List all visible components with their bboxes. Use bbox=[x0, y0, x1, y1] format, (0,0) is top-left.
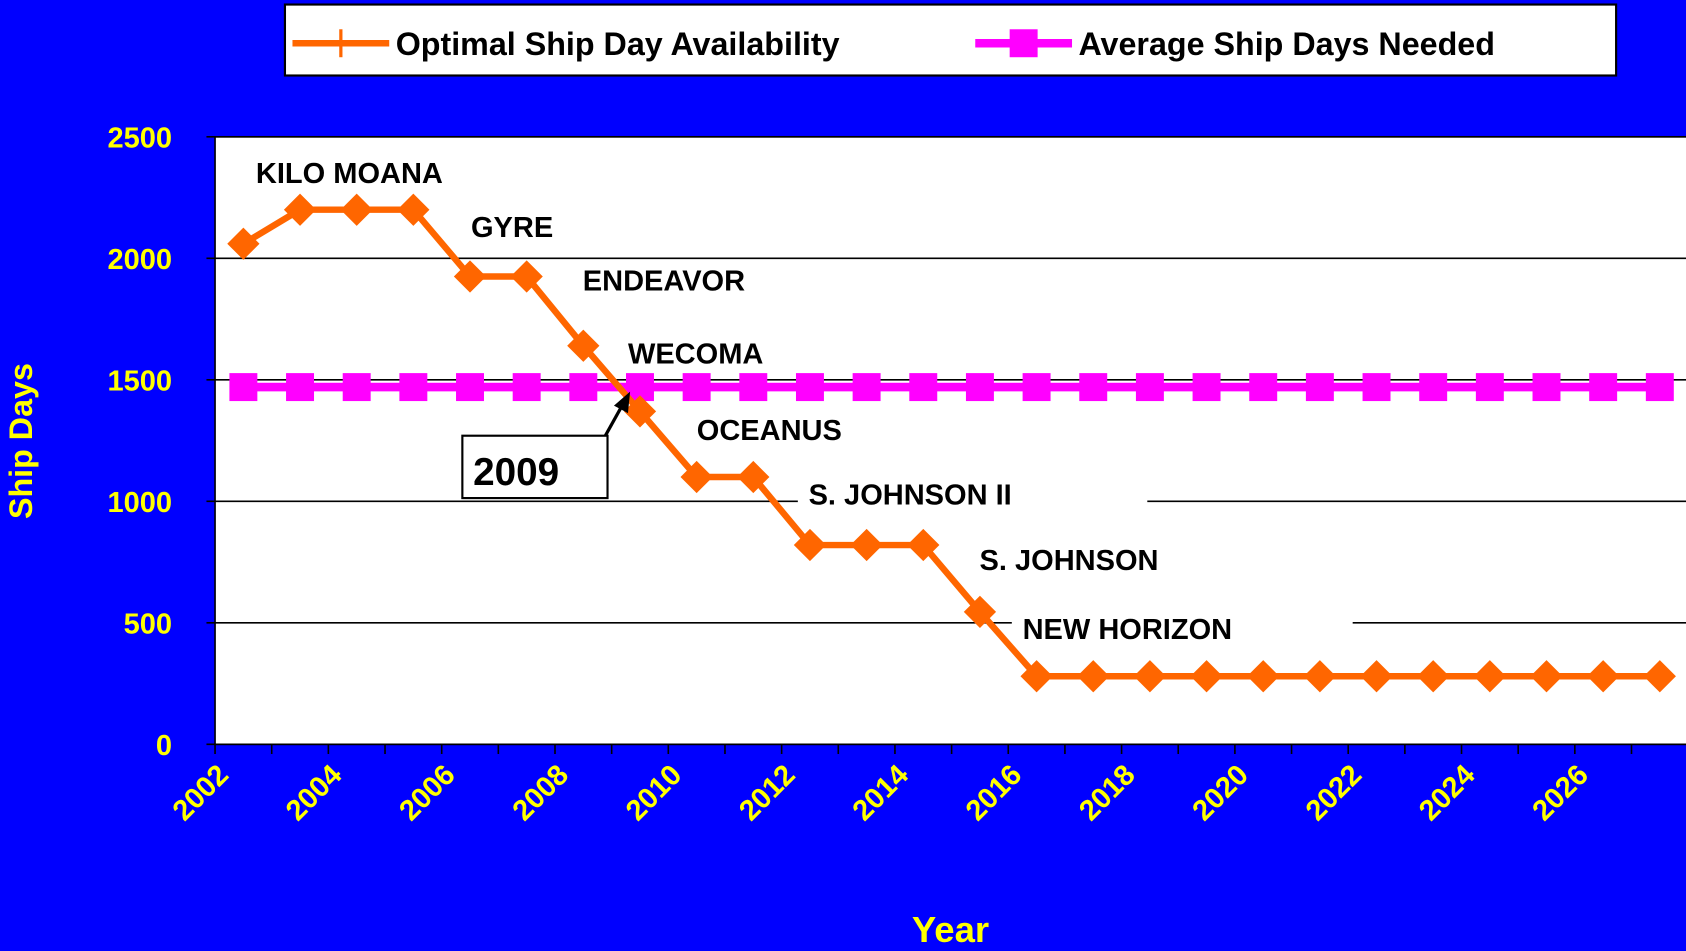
y-tick-label: 1000 bbox=[107, 487, 172, 519]
marker bbox=[512, 373, 541, 402]
annotation-background bbox=[617, 335, 775, 373]
annotation: NEW HORIZON bbox=[1023, 614, 1233, 646]
annotation: GYRE bbox=[471, 212, 553, 244]
marker bbox=[1362, 373, 1391, 402]
callout-arrow bbox=[603, 405, 623, 437]
y-axis-title: Ship Days bbox=[3, 363, 39, 519]
y-tick-label: 0 bbox=[156, 730, 172, 762]
annotations: KILO MOANA GYRE ENDEAVOR WECOMA OCEANUS S. JO… bbox=[245, 155, 1353, 648]
marker bbox=[1022, 373, 1051, 402]
marker bbox=[1589, 373, 1618, 402]
marker bbox=[737, 460, 770, 494]
legend: Optimal Ship Day Availability Average Shi… bbox=[283, 3, 1618, 77]
annotation-background bbox=[1011, 610, 1353, 648]
marker bbox=[795, 373, 824, 402]
x-axis-title: Year bbox=[912, 909, 989, 950]
marker bbox=[1079, 373, 1108, 402]
marker bbox=[1532, 373, 1561, 402]
legend-label: Optimal Ship Day Availability bbox=[396, 26, 840, 62]
marker bbox=[1192, 373, 1221, 402]
marker bbox=[397, 193, 430, 226]
y-tick-label: 500 bbox=[124, 609, 172, 641]
annotation: S. JOHNSON II bbox=[809, 480, 1012, 512]
marker bbox=[1475, 373, 1504, 402]
annotation-background bbox=[245, 155, 454, 192]
annotation: S. JOHNSON bbox=[980, 545, 1159, 577]
callout-box bbox=[461, 434, 609, 500]
marker bbox=[909, 373, 938, 402]
marker bbox=[569, 373, 598, 402]
y-tick-label: 2500 bbox=[107, 123, 172, 155]
annotation: WECOMA bbox=[628, 339, 763, 371]
annotation-background bbox=[460, 208, 564, 246]
marker bbox=[229, 373, 258, 402]
marker bbox=[739, 373, 768, 402]
marker bbox=[456, 373, 484, 402]
annotation-background bbox=[572, 262, 823, 300]
callout: 2009 bbox=[473, 451, 559, 494]
marker bbox=[567, 329, 600, 362]
marker bbox=[680, 460, 713, 494]
annotation-background bbox=[686, 412, 853, 449]
marker bbox=[283, 193, 317, 226]
annotation: ENDEAVOR bbox=[583, 266, 745, 298]
marker bbox=[286, 373, 315, 402]
marker bbox=[965, 373, 994, 402]
marker bbox=[623, 395, 657, 428]
marker bbox=[340, 193, 373, 226]
y-tick-label: 1500 bbox=[107, 366, 172, 398]
marker bbox=[227, 227, 260, 260]
marker bbox=[1645, 373, 1674, 402]
annotation: OCEANUS bbox=[697, 415, 842, 447]
legend-box bbox=[283, 3, 1618, 77]
marker bbox=[1135, 373, 1164, 402]
marker bbox=[682, 373, 711, 402]
callout-arrowhead bbox=[613, 391, 631, 414]
marker bbox=[1419, 373, 1448, 402]
annotation: KILO MOANA bbox=[256, 158, 443, 190]
annotation-background bbox=[797, 476, 1148, 514]
marker bbox=[453, 260, 487, 293]
marker bbox=[342, 373, 371, 402]
marker bbox=[399, 373, 428, 402]
annotation-background bbox=[968, 542, 1170, 579]
marker bbox=[852, 373, 881, 402]
plot-area bbox=[214, 135, 1686, 746]
y-tick-label: 2000 bbox=[107, 244, 172, 276]
legend-marker bbox=[1009, 29, 1038, 58]
marker bbox=[1249, 373, 1278, 402]
marker bbox=[1305, 373, 1334, 402]
legend-label: Average Ship Days Needed bbox=[1078, 26, 1494, 62]
